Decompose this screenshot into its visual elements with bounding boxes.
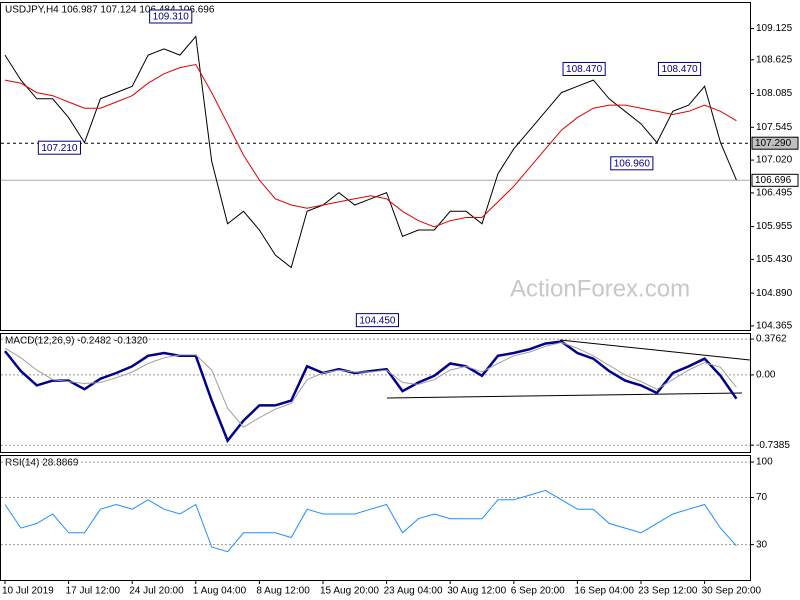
price-tag-label: 107.290 [755,138,792,149]
annotation-label: 107.210 [41,143,78,154]
x-tick-label: 30 Sep 20:00 [702,586,762,597]
y-tick-label: 30 [756,539,768,550]
price-tag-label: 106.696 [755,175,792,186]
y-tick-label: 107.020 [756,155,793,166]
x-tick-label: 8 Aug 12:00 [256,586,310,597]
x-tick-label: 24 Jul 20:00 [129,586,184,597]
y-tick-label: 109.125 [756,23,793,34]
x-tick-label: 16 Sep 04:00 [574,586,634,597]
x-tick-label: 10 Jul 2019 [2,586,54,597]
series-line [4,63,737,228]
annotation-label: 106.960 [614,158,651,169]
y-tick-label: 105.955 [756,221,793,232]
price-tag [751,173,799,187]
trendline [559,339,751,361]
rsi-panel [0,455,751,581]
annotation-label: 104.450 [359,315,396,326]
series-line [4,35,737,269]
y-tick-label: 104.890 [756,288,793,299]
annotation-box [355,313,399,328]
x-tick-label: 17 Jul 12:00 [66,586,121,597]
y-tick-label: 100 [756,457,773,468]
x-tick-label: 23 Sep 12:00 [638,586,698,597]
y-tick-label: 105.430 [756,254,793,265]
panel-title: RSI(14) 28.8869 [5,458,79,469]
series-line [4,340,738,444]
y-tick-label: 107.545 [756,122,793,133]
annotation-box [37,140,81,155]
y-tick-label: 108.625 [756,54,793,65]
macd-panel [0,333,751,453]
y-tick-label: 104.365 [756,321,793,332]
y-tick-label: 0.3762 [756,334,787,345]
annotation-box [562,61,606,76]
y-tick-label: 0.00 [756,370,776,381]
price-tag [751,136,799,150]
annotation-label: 109.310 [153,12,190,23]
y-tick-label: 106.495 [756,188,793,199]
x-tick-label: 30 Aug 12:00 [447,586,506,597]
annotation-label: 108.470 [661,64,698,75]
watermark: ActionForex.com [510,275,690,302]
panel-title: MACD(12,26,9) -0.2482 -0.1320 [5,336,148,347]
annotation-label: 108.470 [566,64,603,75]
y-tick-label: 70 [756,492,768,503]
x-tick-label: 6 Sep 20:00 [511,586,565,597]
trendline [386,392,743,399]
annotation-box [149,9,193,24]
y-tick-label: -0.7385 [756,440,790,451]
x-tick-label: 23 Aug 04:00 [384,586,443,597]
series-line [4,489,737,553]
series-line [4,341,737,428]
price-panel [0,2,751,331]
x-tick-label: 1 Aug 04:00 [193,586,247,597]
annotation-box [610,156,654,171]
panel-title: USDJPY,H4 106.987 107.124 106.484 106.69… [5,5,215,16]
y-tick-label: 108.085 [756,88,793,99]
annotation-box [657,61,702,76]
x-tick-label: 15 Aug 20:00 [320,586,379,597]
